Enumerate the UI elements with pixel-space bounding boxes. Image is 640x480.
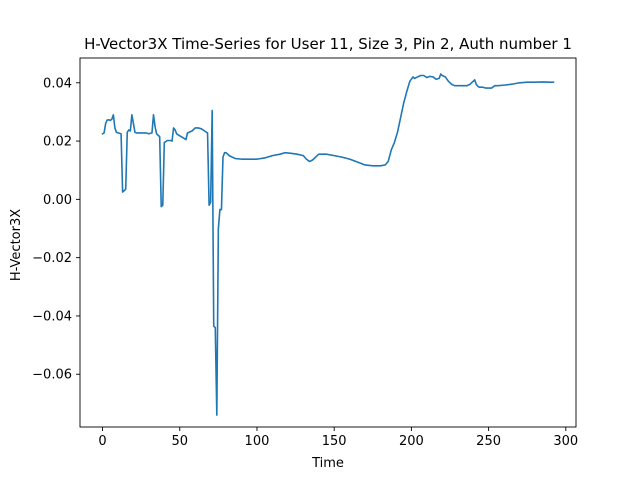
data-series-line bbox=[101, 73, 555, 416]
plot-area: 0 50 100 150 200 250 300 −0.06 −0.04 −0.02 0.00 0.0… bbox=[32, 57, 578, 449]
x-tick-label: 150 bbox=[322, 434, 347, 449]
x-tick-label: 100 bbox=[245, 434, 270, 449]
x-tick-label: 300 bbox=[553, 434, 578, 449]
chart-title: H-Vector3X Time-Series for User 11, Size… bbox=[84, 35, 572, 53]
x-tick-label: 0 bbox=[98, 434, 106, 449]
axes-frame bbox=[79, 57, 577, 428]
y-tick-label: −0.04 bbox=[32, 309, 72, 324]
y-tick-label: −0.06 bbox=[32, 368, 72, 383]
y-tick-label: 0.02 bbox=[43, 135, 72, 150]
y-tick-label: −0.02 bbox=[32, 251, 72, 266]
y-tick-label: 0.00 bbox=[43, 193, 72, 208]
x-tick-label: 250 bbox=[476, 434, 501, 449]
x-axis-label: Time bbox=[311, 456, 344, 471]
y-axis-label: H-Vector3X bbox=[9, 209, 24, 281]
y-tick-label: 0.04 bbox=[43, 76, 72, 91]
x-tick-label: 50 bbox=[171, 434, 188, 449]
x-tick-label: 200 bbox=[399, 434, 424, 449]
